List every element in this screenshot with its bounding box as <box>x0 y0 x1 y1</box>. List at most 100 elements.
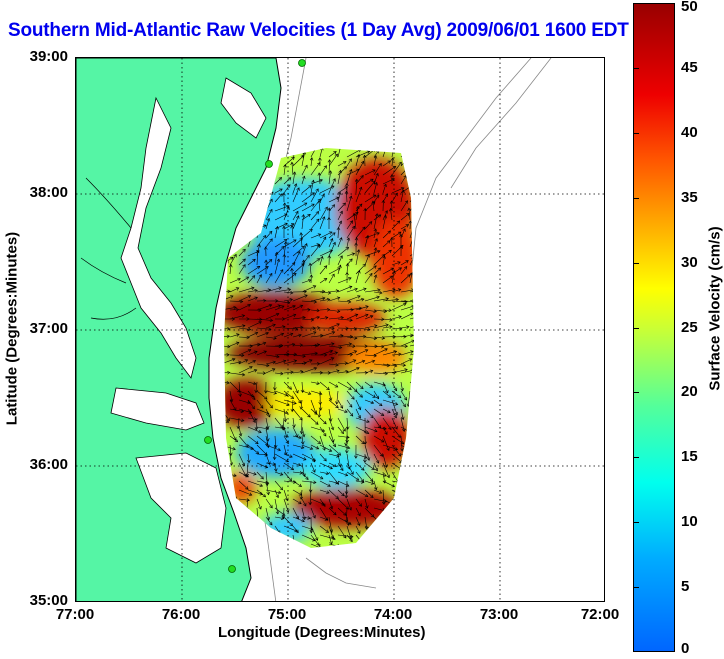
velocity-arrow <box>336 390 339 405</box>
velocity-arrow <box>328 345 342 348</box>
velocity-arrow-head <box>399 508 403 513</box>
velocity-arrow <box>328 238 333 248</box>
velocity-arrow-head <box>394 503 399 508</box>
velocity-arrow <box>419 472 422 482</box>
map-title: Southern Mid-Atlantic Raw Velocities (1 … <box>8 20 629 41</box>
velocity-arrow <box>382 148 390 149</box>
velocity-arrow <box>409 370 414 374</box>
velocity-arrow-head <box>315 421 319 425</box>
velocity-arrow-head <box>337 191 342 196</box>
velocity-arrow-head <box>333 463 338 468</box>
velocity-arrow-head <box>303 361 307 365</box>
velocity-arrow-head <box>327 207 331 211</box>
velocity-arrow-head <box>317 414 322 418</box>
velocity-arrow-head <box>268 259 273 263</box>
velocity-arrow-head <box>381 336 386 340</box>
velocity-arrow <box>391 157 394 167</box>
velocity-arrow-head <box>354 336 358 340</box>
velocity-arrow-head <box>291 262 296 266</box>
velocity-arrow <box>229 254 237 266</box>
velocity-arrow <box>274 543 283 548</box>
velocity-arrow <box>301 453 316 462</box>
velocity-arrow <box>274 353 289 356</box>
velocity-arrow-head <box>235 307 240 312</box>
velocity-arrow-head <box>316 542 320 546</box>
velocity-arrow-head <box>378 402 383 407</box>
velocity-arrow <box>256 408 270 415</box>
velocity-arrow <box>328 151 337 158</box>
velocity-arrow <box>346 307 362 311</box>
velocity-arrow-head <box>416 198 419 201</box>
velocity-arrow <box>373 214 381 221</box>
velocity-arrow-head <box>343 166 348 170</box>
velocity-arrow-head <box>276 354 280 359</box>
velocity-arrow-head <box>388 249 392 254</box>
velocity-arrow <box>292 507 299 519</box>
velocity-arrow-head <box>369 384 374 388</box>
velocity-arrow-head <box>327 216 331 221</box>
velocity-arrow-head <box>247 459 251 464</box>
velocity-arrow-head <box>353 350 358 354</box>
velocity-arrow-head <box>387 160 391 164</box>
velocity-arrow-head <box>409 185 413 189</box>
velocity-arrow-head <box>335 363 339 367</box>
velocity-arrow-head <box>268 327 272 331</box>
velocity-arrow-head <box>263 224 267 228</box>
velocity-arrow <box>292 202 307 212</box>
velocity-arrow <box>265 209 273 221</box>
velocity-arrow-head <box>351 396 355 400</box>
velocity-arrow <box>221 463 222 474</box>
velocity-arrow-head <box>363 287 367 291</box>
velocity-map[interactable] <box>75 57 605 602</box>
lat-tick-label: 39:00 <box>29 48 68 65</box>
velocity-arrow <box>373 298 389 302</box>
velocity-arrow <box>328 363 339 366</box>
velocity-arrow-head <box>257 225 261 229</box>
velocity-arrow <box>400 274 411 284</box>
velocity-arrow-head <box>345 271 349 276</box>
velocity-arrow-head <box>238 433 243 437</box>
velocity-arrow <box>310 399 317 414</box>
velocity-arrow-head <box>382 525 386 529</box>
velocity-arrow <box>355 336 366 338</box>
velocity-arrow-head <box>331 342 335 346</box>
velocity-arrow <box>364 534 376 548</box>
velocity-arrow-head <box>371 466 375 470</box>
velocity-arrow-head <box>283 164 287 168</box>
velocity-arrow <box>373 444 383 457</box>
velocity-arrow-head <box>235 341 240 345</box>
velocity-arrow <box>364 399 374 404</box>
velocity-arrow <box>265 170 275 185</box>
velocity-arrow <box>283 435 289 444</box>
velocity-arrow <box>400 148 406 149</box>
velocity-arrow-head <box>357 295 361 299</box>
velocity-arrow <box>355 399 361 410</box>
velocity-arrow-head <box>380 412 385 416</box>
velocity-arrow <box>283 507 285 518</box>
velocity-field <box>221 148 430 548</box>
velocity-arrow-head <box>410 312 414 316</box>
radar-station-marker <box>265 160 273 168</box>
velocity-arrow <box>400 525 408 533</box>
velocity-arrow <box>355 206 359 221</box>
velocity-arrow <box>292 246 305 257</box>
velocity-arrow <box>274 471 283 476</box>
velocity-arrow <box>319 453 327 462</box>
velocity-arrow <box>247 332 258 338</box>
velocity-arrow-head <box>308 262 313 267</box>
velocity-arrow <box>400 305 414 311</box>
velocity-arrow <box>274 408 288 414</box>
velocity-arrow <box>319 516 328 521</box>
velocity-arrow <box>391 192 398 203</box>
velocity-arrow <box>391 261 401 266</box>
velocity-arrow <box>319 343 335 347</box>
velocity-arrow-head <box>300 325 304 330</box>
velocity-arrow-head <box>410 456 414 460</box>
velocity-arrow-head <box>418 370 421 373</box>
velocity-arrow-head <box>227 370 231 375</box>
velocity-arrow-head <box>427 368 430 371</box>
velocity-arrow-head <box>347 466 351 470</box>
velocity-arrow-head <box>319 178 323 183</box>
velocity-arrow <box>319 435 326 451</box>
velocity-arrow-head <box>224 407 225 411</box>
